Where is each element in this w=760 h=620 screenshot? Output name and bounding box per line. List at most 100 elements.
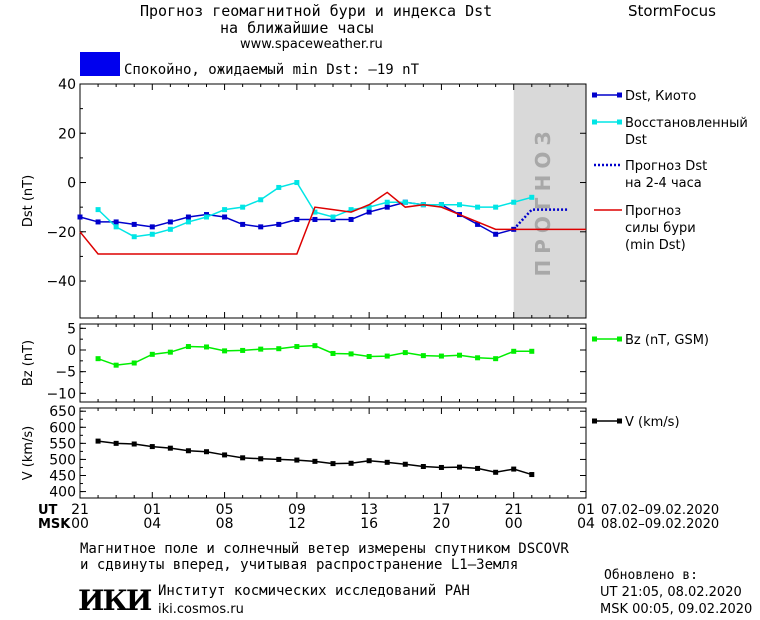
y-tick-label: 0 xyxy=(67,176,76,192)
footer-note-line1: Магнитное поле и солнечный ветер измерен… xyxy=(80,541,569,557)
data-point xyxy=(240,221,246,227)
data-point xyxy=(131,221,137,227)
ut-date-range: 07.02–09.02.2020 xyxy=(601,503,719,518)
plot-frame-3 xyxy=(79,407,587,499)
institute-name: Институт космических исследований РАН xyxy=(158,583,470,599)
data-point xyxy=(113,440,119,446)
data-point xyxy=(276,456,282,462)
y-tick-label: 400 xyxy=(49,485,76,501)
data-point xyxy=(167,226,173,232)
legend-marker xyxy=(592,418,597,424)
data-point xyxy=(384,459,390,465)
legend-marker xyxy=(592,119,597,125)
series-line xyxy=(512,208,568,231)
legend-label: (min Dst) xyxy=(625,238,686,253)
data-point xyxy=(185,219,191,225)
data-point xyxy=(294,180,300,186)
data-point xyxy=(240,204,246,210)
legend-marker xyxy=(617,418,622,424)
y-axis-label: Dst (nT) xyxy=(21,175,36,227)
data-point xyxy=(131,360,137,366)
y-tick-label: −20 xyxy=(46,225,76,241)
data-point xyxy=(222,348,228,354)
data-point xyxy=(131,441,137,447)
data-point xyxy=(113,224,119,230)
data-point xyxy=(493,356,499,362)
data-point xyxy=(475,465,481,471)
data-point xyxy=(438,202,444,208)
data-point xyxy=(204,449,209,455)
data-point xyxy=(366,458,372,464)
data-point xyxy=(384,199,390,205)
y-tick-label: 0 xyxy=(67,343,76,359)
data-point xyxy=(222,214,228,220)
ut-row-label: UT xyxy=(38,503,58,518)
msk-tick-label: 08 xyxy=(216,516,234,532)
data-point xyxy=(113,219,119,225)
ut-tick-label: 09 xyxy=(288,502,306,518)
chart-subtitle: на ближайшие часы xyxy=(220,19,374,37)
institute-url[interactable]: iki.cosmos.ru xyxy=(158,602,244,617)
data-point xyxy=(95,356,101,362)
ut-tick-label: 05 xyxy=(216,502,234,518)
data-point xyxy=(511,466,517,472)
data-point xyxy=(185,344,191,350)
data-point xyxy=(240,455,246,461)
data-point xyxy=(149,444,155,450)
ut-tick-label: 21 xyxy=(505,502,523,518)
forecast-band xyxy=(513,84,586,318)
data-point xyxy=(330,350,336,356)
forecast-band-label: ПРОГНОЗ xyxy=(531,125,555,276)
ut-tick-label: 01 xyxy=(577,502,595,518)
data-point xyxy=(475,355,481,361)
data-point xyxy=(457,202,462,208)
data-point xyxy=(511,348,517,354)
data-point xyxy=(529,194,535,200)
data-point xyxy=(348,216,354,222)
ut-tick-label: 17 xyxy=(433,502,451,518)
data-point xyxy=(258,456,264,462)
data-point xyxy=(95,219,101,225)
y-tick-label: 20 xyxy=(58,126,76,142)
legend-marker xyxy=(617,336,622,342)
y-axis-label: Bz (nT) xyxy=(21,340,36,386)
msk-tick-label: 16 xyxy=(360,516,378,532)
data-point xyxy=(493,231,499,237)
updated-label: Обновлено в: xyxy=(604,568,698,583)
y-tick-label: 5 xyxy=(67,321,76,337)
chart-title: Прогноз геомагнитной бури и индекса Dst xyxy=(140,2,493,20)
data-point xyxy=(420,353,426,359)
updated-ut: UT 21:05, 08.02.2020 xyxy=(600,585,742,600)
data-point xyxy=(402,199,408,205)
data-point xyxy=(475,204,481,210)
data-point xyxy=(131,234,137,240)
data-point xyxy=(149,351,155,357)
legend-label: Прогноз xyxy=(625,204,681,219)
y-tick-label: 600 xyxy=(49,420,76,436)
msk-tick-label: 12 xyxy=(288,516,306,532)
legend-label: V (km/s) xyxy=(625,415,680,430)
data-point xyxy=(511,199,517,205)
legend-label: Восстановленный xyxy=(625,116,748,131)
data-point xyxy=(95,438,101,444)
series-line xyxy=(79,191,586,255)
data-point xyxy=(384,204,390,210)
legend-label: на 2-4 часа xyxy=(625,176,702,191)
data-point xyxy=(348,207,354,213)
y-tick-label: −5 xyxy=(55,365,76,381)
data-point xyxy=(276,221,282,227)
ut-tick-label: 01 xyxy=(143,502,161,518)
data-point xyxy=(258,197,264,203)
data-point xyxy=(204,344,209,350)
legend-marker xyxy=(617,92,622,98)
data-point xyxy=(529,348,535,354)
legend-marker xyxy=(592,336,597,342)
data-point xyxy=(348,351,354,357)
data-point xyxy=(366,204,372,210)
msk-tick-label: 04 xyxy=(577,516,595,532)
y-tick-label: −40 xyxy=(46,274,76,290)
data-point xyxy=(457,352,462,358)
legend-label: Dst, Киото xyxy=(625,89,696,104)
data-point xyxy=(438,353,444,359)
